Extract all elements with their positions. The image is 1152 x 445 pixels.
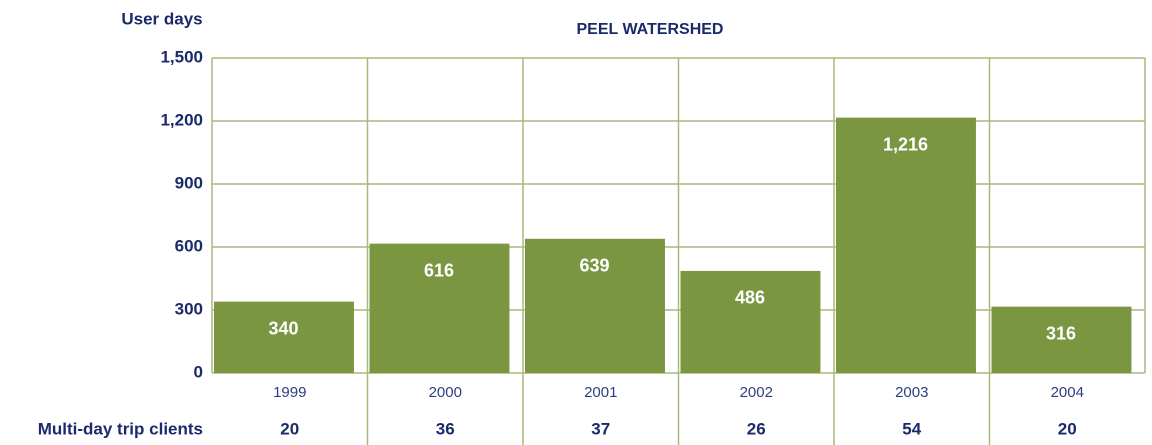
x-tick-label: 2004 — [1051, 384, 1084, 401]
data-label: 1,216 — [883, 134, 928, 154]
clients-value: 26 — [747, 419, 766, 438]
y-tick-label: 1,200 — [160, 110, 203, 129]
clients-value: 36 — [436, 419, 455, 438]
chart-title: PEEL WATERSHED — [577, 21, 724, 38]
y-axis-label: User days — [121, 9, 202, 28]
y-tick-label: 300 — [175, 299, 203, 318]
bar — [369, 243, 510, 373]
data-label: 316 — [1046, 323, 1076, 343]
y-tick-label: 900 — [175, 173, 203, 192]
y-tick-label: 0 — [194, 362, 203, 381]
clients-label: Multi-day trip clients — [38, 419, 203, 438]
clients-value: 37 — [591, 419, 610, 438]
bar — [836, 117, 976, 373]
x-tick-label: 2001 — [584, 384, 617, 401]
y-tick-label: 600 — [175, 236, 203, 255]
x-tick-label: 2000 — [429, 384, 462, 401]
x-tick-label: 1999 — [273, 384, 306, 401]
x-tick-label: 2003 — [895, 384, 928, 401]
bar — [991, 306, 1132, 373]
y-tick-label: 1,500 — [160, 47, 203, 66]
data-label: 486 — [735, 288, 765, 308]
data-label: 639 — [580, 256, 610, 276]
bar — [214, 301, 354, 373]
data-label: 616 — [424, 260, 454, 280]
x-tick-label: 2002 — [740, 384, 773, 401]
clients-value: 20 — [280, 419, 299, 438]
bar — [680, 270, 821, 373]
clients-value: 54 — [902, 419, 921, 438]
data-label: 340 — [269, 318, 299, 338]
clients-value: 20 — [1058, 419, 1077, 438]
bar — [525, 238, 665, 373]
